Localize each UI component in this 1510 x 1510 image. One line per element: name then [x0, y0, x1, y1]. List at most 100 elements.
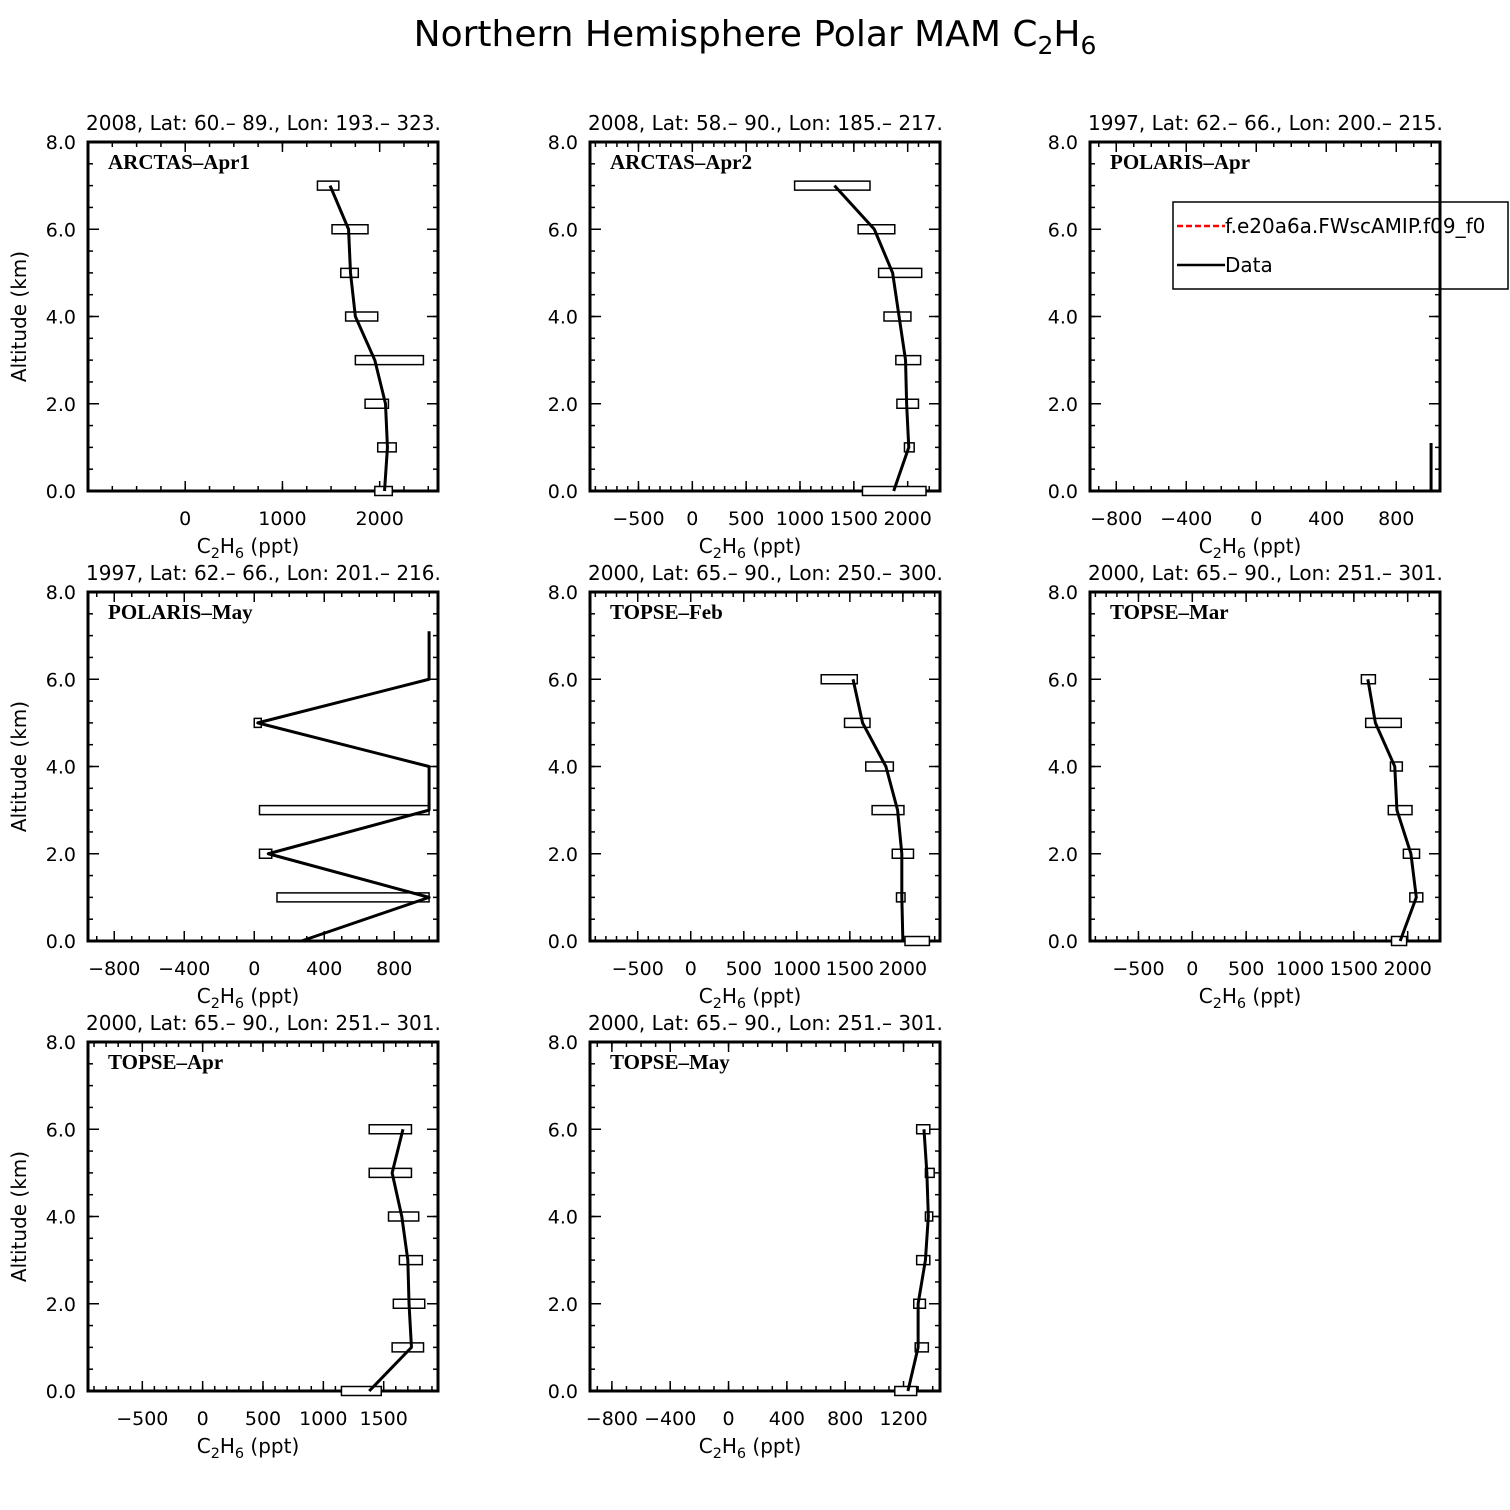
- x-tick-label: 0: [197, 1408, 209, 1430]
- campaign-label: TOPSE–Apr: [108, 1050, 223, 1074]
- y-axis-label: Altitude (km): [7, 1151, 31, 1282]
- x-tick-label: 1200: [879, 1408, 927, 1430]
- y-tick-label: 8.0: [548, 582, 578, 604]
- y-tick-label: 2.0: [46, 394, 76, 416]
- x-tick-label: 2000: [879, 958, 927, 980]
- x-tick-label: 1000: [773, 958, 821, 980]
- data-line: [906, 1129, 930, 1392]
- x-tick-label: 500: [726, 958, 762, 980]
- x-axis-label: C2H6 (ppt): [1199, 984, 1302, 1012]
- x-tick-label: 800: [376, 958, 412, 980]
- y-tick-label: 2.0: [548, 1294, 578, 1316]
- campaign-label: TOPSE–May: [610, 1050, 730, 1074]
- range-box: [340, 1385, 383, 1397]
- y-tick-label: 8.0: [46, 582, 76, 604]
- campaign-label: ARCTAS–Apr2: [610, 150, 752, 174]
- y-tick-label: 4.0: [1048, 307, 1078, 329]
- plot-frame: [86, 590, 440, 943]
- x-tick-label: 2000: [1384, 958, 1432, 980]
- x-tick-label: −400: [644, 1408, 696, 1430]
- figure-title: Northern Hemisphere Polar MAM C2H6: [414, 14, 1097, 60]
- x-tick-label: 2000: [884, 508, 932, 530]
- x-tick-label: 0: [722, 1408, 734, 1430]
- plot-frame: [588, 1040, 942, 1393]
- panel-header: 2008, Lat: 58.– 90., Lon: 185.– 217.: [588, 111, 943, 135]
- panel-header: 1997, Lat: 62.– 66., Lon: 201.– 216.: [86, 561, 441, 585]
- legend-box: [1172, 201, 1509, 290]
- panel-header: 2008, Lat: 60.– 89., Lon: 193.– 323.: [86, 111, 441, 135]
- x-tick-label: −800: [586, 1408, 638, 1430]
- x-tick-label: 0: [248, 958, 260, 980]
- panel-header: 1997, Lat: 62.– 66., Lon: 200.– 215.: [1088, 111, 1443, 135]
- y-tick-label: 2.0: [46, 844, 76, 866]
- x-tick-label: 1500: [1330, 958, 1378, 980]
- x-tick-label: 1500: [826, 958, 874, 980]
- range-box: [344, 311, 379, 322]
- campaign-label: POLARIS–May: [108, 600, 253, 624]
- panel-header: 2000, Lat: 65.– 90., Lon: 251.– 301.: [86, 1011, 441, 1035]
- figure-title-area: Northern Hemisphere Polar MAM C2H6: [0, 0, 1510, 70]
- x-tick-label: 1000: [258, 508, 306, 530]
- x-tick-label: 0: [1186, 958, 1198, 980]
- axis-ticks: [590, 1041, 940, 1392]
- x-tick-label: 0: [179, 508, 191, 530]
- range-box: [1390, 935, 1408, 947]
- campaign-label: TOPSE–Mar: [1110, 600, 1229, 624]
- legend-label: f.e20a6a.FWscAMIP.f09_f0: [1225, 214, 1485, 238]
- data-line: [328, 185, 389, 492]
- x-tick-label: 400: [1308, 508, 1344, 530]
- x-tick-label: 2000: [355, 508, 403, 530]
- x-tick-label: 500: [728, 508, 764, 530]
- data-line: [1366, 678, 1418, 942]
- axis-ticks: [88, 1041, 438, 1392]
- x-tick-label: 400: [306, 958, 342, 980]
- panel-header: 2000, Lat: 65.– 90., Lon: 251.– 301.: [1088, 561, 1443, 585]
- range-box: [914, 1342, 930, 1353]
- y-tick-label: 8.0: [1048, 582, 1078, 604]
- x-axis-label: C2H6 (ppt): [197, 1434, 300, 1462]
- plot-frame: [86, 140, 440, 493]
- y-tick-label: 0.0: [548, 931, 578, 953]
- range-box: [820, 674, 859, 685]
- y-tick-label: 0.0: [548, 481, 578, 503]
- range-box: [894, 1385, 918, 1397]
- legend-label: Data: [1225, 253, 1273, 277]
- axis-ticks: [1090, 141, 1440, 492]
- y-tick-label: 8.0: [46, 1032, 76, 1054]
- campaign-label: POLARIS–Apr: [1110, 150, 1250, 174]
- y-tick-label: 2.0: [1048, 844, 1078, 866]
- x-tick-label: 1000: [299, 1408, 347, 1430]
- y-tick-label: 0.0: [1048, 481, 1078, 503]
- plot-frame: [588, 590, 942, 943]
- y-tick-label: 0.0: [1048, 931, 1078, 953]
- axis-ticks: [1090, 591, 1441, 942]
- range-box: [354, 354, 425, 366]
- y-tick-label: 0.0: [46, 481, 76, 503]
- panel-header: 2000, Lat: 65.– 90., Lon: 250.– 300.: [588, 561, 943, 585]
- figure-title-svg: Northern Hemisphere Polar MAM C2H6: [414, 14, 1097, 60]
- y-tick-label: 2.0: [1048, 394, 1078, 416]
- x-tick-label: 500: [1228, 958, 1264, 980]
- y-tick-label: 8.0: [548, 132, 578, 154]
- range-box: [843, 717, 871, 729]
- range-box: [865, 761, 895, 772]
- range-box: [915, 1254, 931, 1266]
- data-line: [833, 184, 911, 492]
- panel-3: 1997, Lat: 62.– 66., Lon: 200.– 215. −800…: [1048, 111, 1509, 562]
- y-tick-label: 2.0: [548, 844, 578, 866]
- panel-header: 2000, Lat: 65.– 90., Lon: 251.– 301.: [588, 1011, 943, 1035]
- legend: f.e20a6a.FWscAMIP.f09_f0 Data: [1172, 201, 1509, 290]
- x-tick-label: 1500: [360, 1408, 408, 1430]
- plot-frame: [588, 140, 942, 493]
- range-box: [1364, 717, 1402, 729]
- y-tick-label: 4.0: [1048, 757, 1078, 779]
- x-axis-label: C2H6 (ppt): [197, 534, 300, 562]
- x-tick-label: −500: [612, 958, 664, 980]
- x-tick-label: −500: [1112, 958, 1164, 980]
- y-tick-label: 8.0: [548, 1032, 578, 1054]
- campaign-label: TOPSE–Feb: [610, 600, 723, 624]
- range-box: [364, 398, 390, 409]
- range-box: [258, 804, 430, 816]
- x-tick-label: 0: [686, 508, 698, 530]
- x-axis-label: C2H6 (ppt): [197, 984, 300, 1012]
